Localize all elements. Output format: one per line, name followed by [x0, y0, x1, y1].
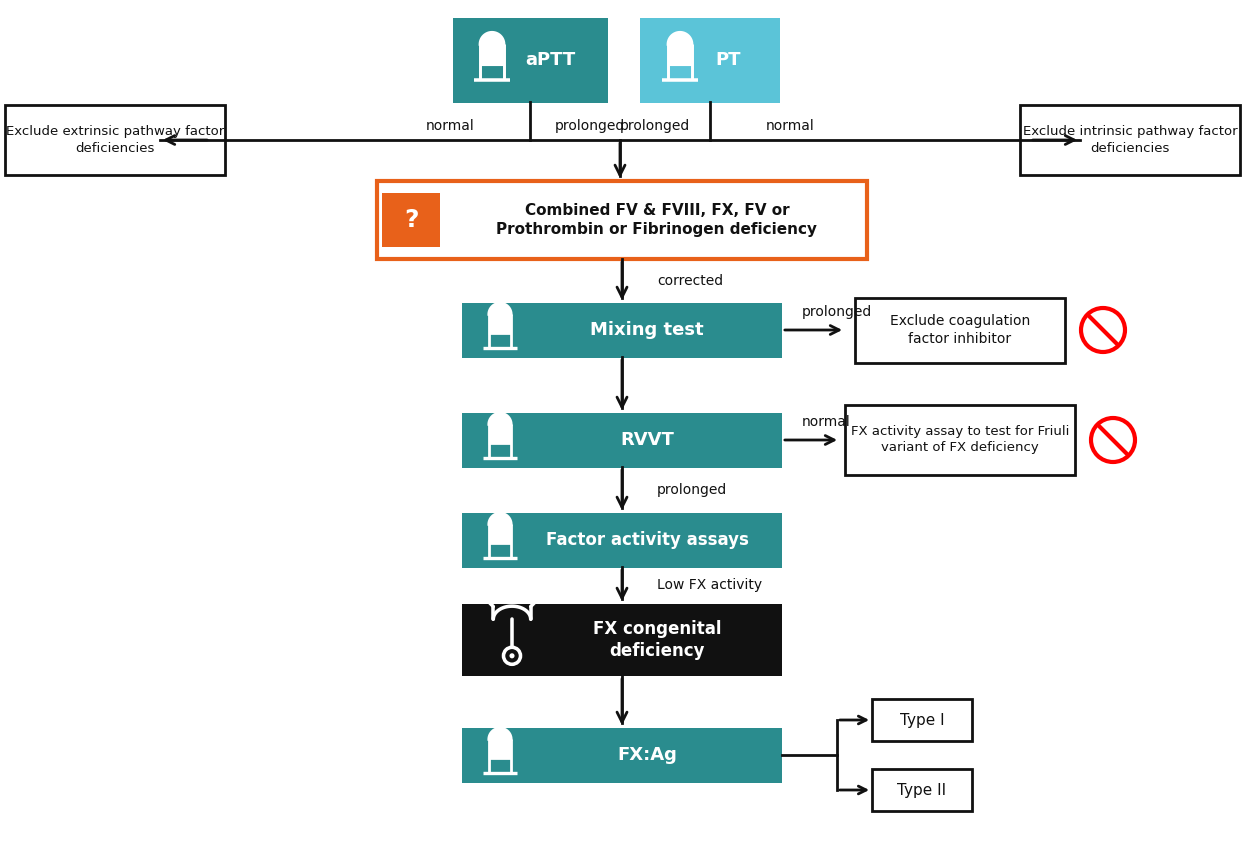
Polygon shape: [489, 303, 512, 335]
Text: PT: PT: [715, 51, 741, 69]
Bar: [377, 181, 867, 259]
Text: Exclude intrinsic pathway factor
deficiencies: Exclude intrinsic pathway factor deficie…: [1022, 125, 1238, 155]
Text: Factor activity assays: Factor activity assays: [545, 531, 748, 549]
Circle shape: [1081, 308, 1125, 352]
Text: FX congenital
deficiency: FX congenital deficiency: [593, 620, 721, 660]
Polygon shape: [481, 32, 504, 66]
Polygon shape: [489, 728, 512, 760]
Bar: [462, 604, 782, 676]
Text: prolonged: prolonged: [620, 119, 690, 133]
Text: prolonged: prolonged: [555, 119, 625, 133]
Bar: [872, 769, 972, 811]
Bar: [452, 18, 608, 102]
Bar: [462, 512, 782, 568]
Bar: [872, 699, 972, 741]
Text: Combined FV & FVIII, FX, FV or
Prothrombin or Fibrinogen deficiency: Combined FV & FVIII, FX, FV or Prothromb…: [497, 203, 818, 237]
Circle shape: [509, 654, 514, 659]
Polygon shape: [489, 513, 512, 545]
Bar: [462, 728, 782, 783]
Bar: [462, 413, 782, 467]
Text: Exclude coagulation
factor inhibitor: Exclude coagulation factor inhibitor: [890, 314, 1030, 346]
Text: corrected: corrected: [657, 274, 723, 288]
Bar: [855, 298, 1064, 363]
Text: prolonged: prolonged: [657, 483, 727, 497]
Bar: [640, 18, 781, 102]
Text: ?: ?: [403, 208, 418, 232]
Text: aPTT: aPTT: [525, 51, 575, 69]
Bar: [382, 193, 439, 247]
Bar: [1020, 105, 1240, 175]
Bar: [845, 405, 1074, 475]
Text: RVVT: RVVT: [620, 431, 674, 449]
Text: FX:Ag: FX:Ag: [618, 746, 677, 764]
Circle shape: [1091, 418, 1135, 462]
Text: Type I: Type I: [900, 712, 944, 728]
Polygon shape: [669, 32, 692, 66]
Bar: [5, 105, 225, 175]
Bar: [462, 302, 782, 357]
Text: Mixing test: Mixing test: [590, 321, 703, 339]
Text: Low FX activity: Low FX activity: [657, 578, 762, 592]
Text: Exclude extrinsic pathway factor
deficiencies: Exclude extrinsic pathway factor deficie…: [6, 125, 224, 155]
Text: FX activity assay to test for Friuli
variant of FX deficiency: FX activity assay to test for Friuli var…: [850, 426, 1069, 454]
Text: normal: normal: [426, 119, 474, 133]
Text: Type II: Type II: [898, 783, 946, 797]
Text: normal: normal: [802, 415, 850, 429]
Text: prolonged: prolonged: [802, 305, 873, 319]
Text: normal: normal: [766, 119, 814, 133]
Polygon shape: [489, 414, 512, 445]
